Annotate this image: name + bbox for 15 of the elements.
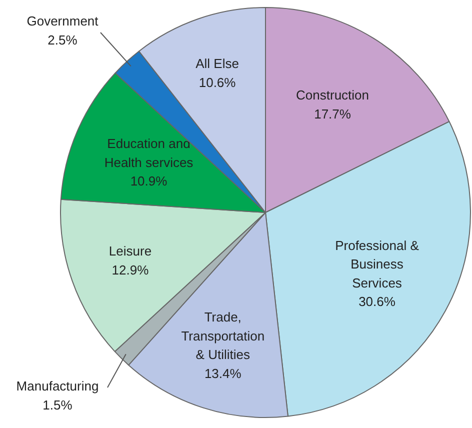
slice-label: Trade, Transportation & Utilities — [181, 310, 265, 362]
data-label: 13.4% — [204, 366, 242, 381]
data-label: 17.7% — [314, 106, 352, 122]
slice-label: Professional & Business Services — [335, 238, 420, 290]
slice-label: Leisure — [108, 244, 152, 259]
slice-label: Manufacturing — [16, 378, 99, 394]
data-label: 2.5% — [48, 32, 78, 48]
data-label: 10.6% — [198, 74, 236, 90]
slice-label: Construction — [296, 88, 370, 103]
slice-label: Government — [26, 14, 99, 29]
data-label: 10.9% — [130, 174, 168, 189]
data-label: 30.6% — [358, 294, 396, 310]
data-label: 12.9% — [112, 262, 150, 278]
data-label: 1.5% — [42, 397, 73, 412]
slice-label: All Else — [196, 56, 239, 72]
